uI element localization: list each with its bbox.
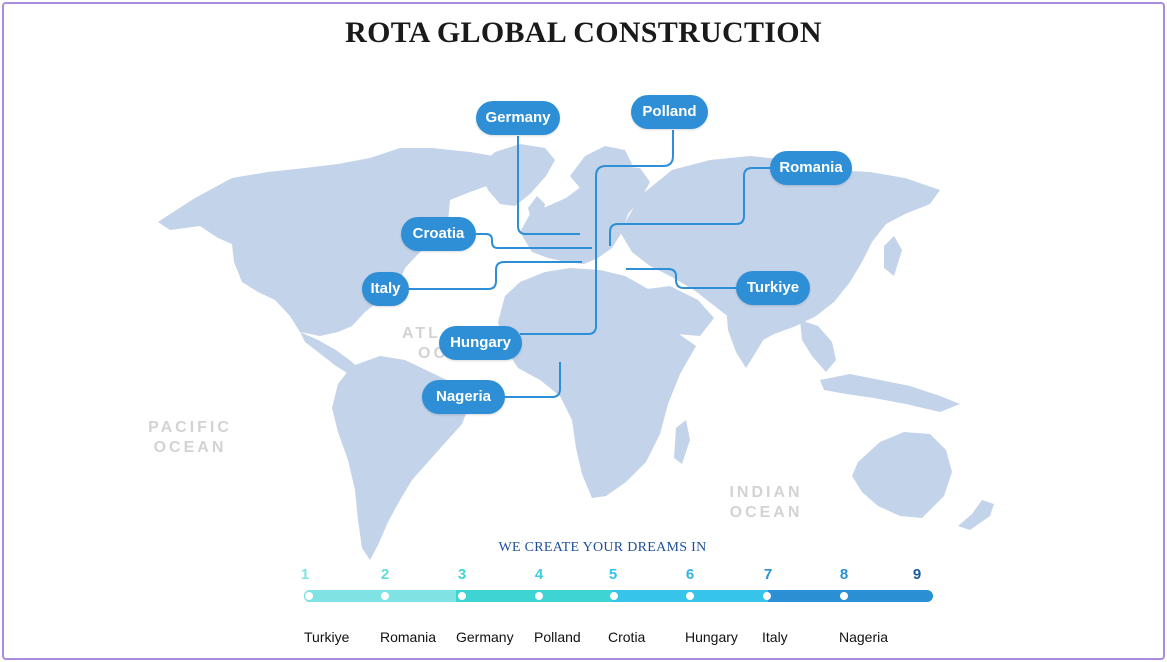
nageria-connector [502,362,561,398]
timeline-number: 3 [457,566,467,583]
country-pill-hungary[interactable]: Hungary [439,326,522,360]
scandinavia-landmass [570,146,632,194]
timeline-dot [686,592,694,600]
timeline-dot [458,592,466,600]
arabia-landmass [640,286,714,336]
timeline-dot [610,592,618,600]
southeast-asia-landmass [800,320,836,372]
timeline-heading: WE CREATE YOUR DREAMS IN [498,540,707,555]
britain-landmass [528,196,545,222]
central-america-landmass [300,332,362,376]
timeline-dot [535,592,543,600]
madagascar-landmass [674,420,690,464]
timeline-dots [305,592,848,600]
timeline-label: Crotia [608,629,646,645]
timeline-label: Romania [380,629,437,645]
page-title: ROTA GLOBAL CONSTRUCTION [345,16,822,49]
timeline-number: 1 [300,566,310,583]
greenland-landmass [478,144,555,206]
country-pill-polland[interactable]: Polland [631,95,708,129]
connector-lines [408,130,770,398]
timeline-number: 4 [534,566,544,583]
timeline-bar [304,590,933,602]
europe-landmass [520,166,650,264]
timeline-label: Turkiye [304,629,350,645]
ocean-label-line: PACIFIC [148,419,232,436]
timeline-label: Germany [456,629,514,645]
pacific-ocean-label: PACIFIC OCEAN [140,418,240,458]
italy-connector [408,261,582,290]
timeline-label: Polland [534,629,581,645]
timeline-number: 9 [912,566,922,583]
timeline-dot [840,592,848,600]
ocean-label-line: OCEAN [729,504,803,521]
australia-landmass [852,432,952,518]
romania-connector [609,167,770,246]
timeline-number: 5 [608,566,618,583]
polland-connector [520,130,674,335]
atlantic-ocean-label: ATL OC [396,324,462,364]
ocean-label-line: OCEAN [153,439,227,456]
indian-ocean-label: INDIAN OCEAN [716,483,816,523]
country-pill-romania[interactable]: Romania [770,151,852,185]
country-pill-nageria[interactable]: Nageria [422,380,505,414]
timeline-number: 7 [763,566,773,583]
timeline-label: Italy [762,629,788,645]
asia-landmass [620,156,940,344]
japan-landmass [884,236,902,276]
country-pill-italy[interactable]: Italy [362,272,409,306]
timeline-number: 6 [685,566,695,583]
north-america-landmass [158,148,520,336]
turkiye-connector [626,268,738,289]
timeline-number: 2 [380,566,390,583]
indonesia-landmass [820,374,960,412]
timeline-label: Nageria [839,629,889,645]
ocean-label-line: ATL [402,325,441,342]
timeline-number: 8 [839,566,849,583]
ocean-label-line: OC [418,345,448,362]
continents [158,144,994,560]
country-pill-germany[interactable]: Germany [476,101,560,135]
country-pill-croatia[interactable]: Croatia [401,217,476,251]
germany-connector [517,136,580,235]
new-zealand-landmass [958,500,994,530]
croatia-connector [476,233,592,249]
timeline-dot [305,592,313,600]
india-landmass [726,300,772,368]
timeline-label: Hungary [685,629,738,645]
timeline-dot [763,592,771,600]
africa-landmass [498,268,696,498]
timeline-dot [381,592,389,600]
ocean-label-line: INDIAN [729,484,803,501]
country-pill-turkiye[interactable]: Turkiye [736,271,810,305]
